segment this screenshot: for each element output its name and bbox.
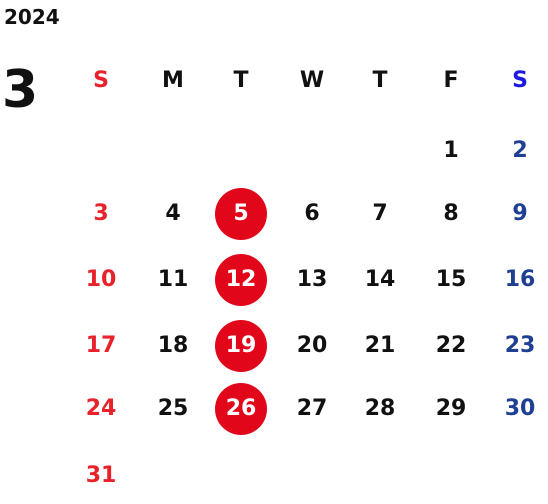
- day-cell-28[interactable]: 28: [364, 396, 396, 421]
- day-cell-20[interactable]: 20: [296, 333, 328, 358]
- day-cell-7[interactable]: 7: [372, 201, 388, 226]
- day-cell-16[interactable]: 16: [504, 267, 536, 292]
- weekday-header-thursday: T: [372, 68, 388, 93]
- day-cell-31[interactable]: 31: [85, 463, 117, 488]
- day-cell-11[interactable]: 11: [157, 267, 189, 292]
- day-cell-29[interactable]: 29: [435, 396, 467, 421]
- weekday-header-wednesday: W: [299, 68, 325, 93]
- day-cell-21[interactable]: 21: [364, 333, 396, 358]
- day-cell-25[interactable]: 25: [157, 396, 189, 421]
- day-cell-30[interactable]: 30: [504, 396, 536, 421]
- day-cell-24[interactable]: 24: [85, 396, 117, 421]
- day-cell-19[interactable]: 19: [215, 320, 267, 372]
- calendar-year: 2024: [4, 5, 60, 29]
- day-cell-5[interactable]: 5: [215, 188, 267, 240]
- day-cell-13[interactable]: 13: [296, 267, 328, 292]
- day-cell-17[interactable]: 17: [85, 333, 117, 358]
- calendar-month: 3: [2, 60, 39, 120]
- day-cell-2[interactable]: 2: [512, 138, 528, 163]
- weekday-header-friday: F: [443, 68, 459, 93]
- weekday-header-saturday: S: [512, 68, 528, 93]
- day-cell-8[interactable]: 8: [443, 201, 459, 226]
- day-cell-4[interactable]: 4: [165, 201, 181, 226]
- day-cell-9[interactable]: 9: [512, 201, 528, 226]
- day-cell-3[interactable]: 3: [93, 201, 109, 226]
- day-cell-23[interactable]: 23: [504, 333, 536, 358]
- day-cell-26[interactable]: 26: [215, 383, 267, 435]
- day-cell-14[interactable]: 14: [364, 267, 396, 292]
- day-cell-10[interactable]: 10: [85, 267, 117, 292]
- day-cell-15[interactable]: 15: [435, 267, 467, 292]
- weekday-header-tuesday: T: [233, 68, 249, 93]
- day-cell-1[interactable]: 1: [443, 138, 459, 163]
- day-cell-22[interactable]: 22: [435, 333, 467, 358]
- day-cell-6[interactable]: 6: [304, 201, 320, 226]
- weekday-header-sunday: S: [93, 68, 109, 93]
- day-cell-18[interactable]: 18: [157, 333, 189, 358]
- day-cell-12[interactable]: 12: [215, 254, 267, 306]
- weekday-header-monday: M: [162, 68, 184, 93]
- day-cell-27[interactable]: 27: [296, 396, 328, 421]
